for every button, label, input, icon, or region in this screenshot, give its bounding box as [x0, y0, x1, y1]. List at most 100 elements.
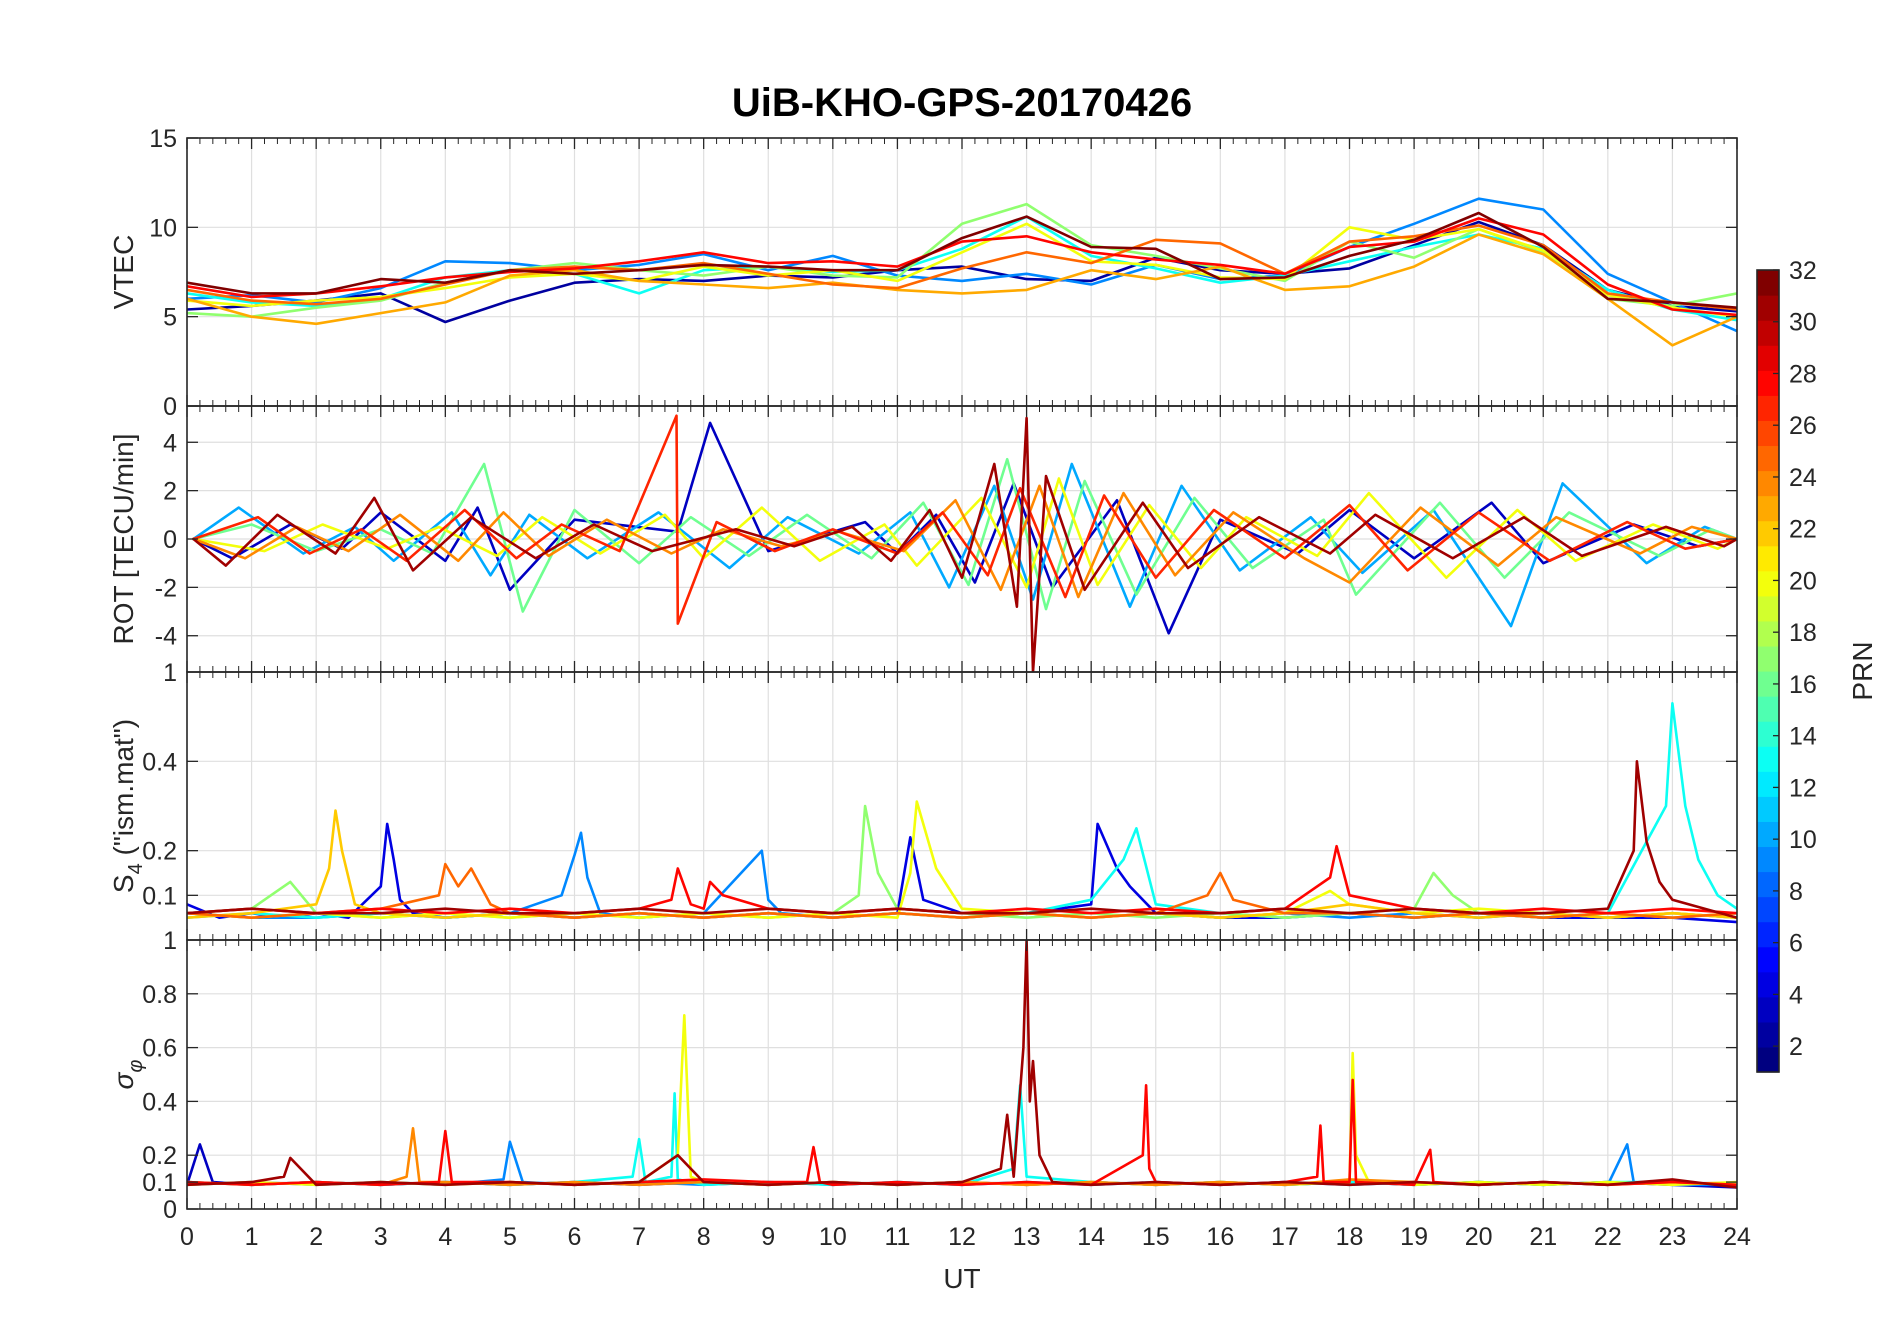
- colorbar-tick-label: 16: [1789, 671, 1817, 699]
- y-axis-label-subscript: φ: [125, 1060, 147, 1073]
- colorbar-segment: [1757, 595, 1779, 622]
- y-tick-label: -2: [155, 574, 177, 602]
- y-tick-label: 0.6: [142, 1035, 177, 1063]
- colorbar-tick-label: 24: [1789, 464, 1817, 492]
- y-tick-label: 0.2: [142, 1142, 177, 1170]
- series-group: [192, 414, 1737, 672]
- colorbar-segment: [1757, 545, 1779, 572]
- colorbar-segment: [1757, 295, 1779, 321]
- colorbar-segment: [1757, 520, 1779, 547]
- x-tick-label: 11: [884, 1223, 910, 1251]
- colorbar-tick-label: 30: [1789, 309, 1817, 337]
- y-tick-label: 0.2: [142, 838, 177, 866]
- series-line-prn-9: [187, 197, 1737, 333]
- x-tick-label: 13: [1013, 1223, 1041, 1251]
- colorbar-tick-label: 6: [1789, 930, 1803, 958]
- colorbar-frame: [1756, 269, 1780, 1073]
- panel-vtec: 0 5 10 15 VTEC: [108, 125, 1738, 421]
- y-tick-label: 0: [163, 393, 177, 421]
- y-tick-label: 0.1: [142, 882, 177, 910]
- x-axis-label: UT: [943, 1263, 980, 1294]
- colorbar-segment: [1757, 645, 1779, 672]
- colorbar-segment: [1757, 971, 1779, 998]
- colorbar-tick-label: 20: [1789, 567, 1817, 595]
- y-axis-label-rest: ("ism.mat"): [108, 719, 139, 863]
- series-group: [187, 701, 1737, 924]
- series-line-prn-20: [192, 477, 1737, 589]
- x-tick-label: 21: [1529, 1223, 1557, 1251]
- y-tick-label: 4: [163, 429, 177, 457]
- colorbar-segment: [1757, 671, 1779, 697]
- y-axis-label-s4: S4 ("ism.mat"): [108, 719, 147, 893]
- y-tick-label: -4: [155, 623, 177, 651]
- colorbar-segment: [1757, 821, 1779, 848]
- colorbar-segment: [1757, 495, 1779, 522]
- x-tick-label: 18: [1336, 1223, 1364, 1251]
- colorbar-segment: [1757, 871, 1779, 898]
- series-line-prn-31: [192, 416, 1737, 672]
- colorbar-segment: [1757, 796, 1779, 822]
- x-tick-label: 1: [245, 1223, 259, 1251]
- colorbar-segment: [1757, 345, 1779, 371]
- y-tick-label: 0.4: [142, 748, 177, 776]
- x-tick-label: 23: [1659, 1223, 1687, 1251]
- colorbar-segment: [1757, 445, 1779, 472]
- series-line-prn-31: [187, 940, 1737, 1189]
- colorbar-segment: [1757, 946, 1779, 973]
- x-tick-label: 2: [309, 1223, 323, 1251]
- colorbar-tick-label: 18: [1789, 619, 1817, 647]
- x-tick-label: 4: [438, 1223, 452, 1251]
- colorbar-segment: [1757, 470, 1779, 497]
- y-tick-label: 10: [149, 214, 177, 242]
- colorbar-tick-label: 8: [1789, 878, 1803, 906]
- colorbar-segment: [1757, 420, 1779, 447]
- x-tick-label: 20: [1465, 1223, 1493, 1251]
- colorbar-segment: [1757, 370, 1779, 396]
- panel-rot: -4 -2 0 2 4 ROT [TECU/min]: [108, 405, 1738, 673]
- x-tick-label: 24: [1723, 1223, 1751, 1251]
- x-tick-label: 6: [568, 1223, 582, 1251]
- series-line-prn-25: [187, 224, 1737, 311]
- colorbar-tick-label: 4: [1789, 981, 1803, 1009]
- colorbar-tick-label: 2: [1789, 1033, 1803, 1061]
- colorbar-tick-label: 22: [1789, 516, 1817, 544]
- colorbar-segment: [1757, 746, 1779, 772]
- chart-title: UiB-KHO-GPS-20170426: [732, 81, 1192, 125]
- x-tick-label: 5: [503, 1223, 517, 1251]
- series-group: [187, 940, 1737, 1189]
- x-tick-label: 19: [1400, 1223, 1428, 1251]
- panel-s4: 0.1 0.2 0.4 1 S4 ("ism.mat"): [108, 659, 1738, 941]
- x-tick-label: 17: [1271, 1223, 1299, 1251]
- x-tick-label: 15: [1142, 1223, 1170, 1251]
- series-line-prn-27: [192, 414, 1737, 625]
- colorbar-segment: [1757, 1046, 1779, 1073]
- x-tick-label: 12: [948, 1223, 976, 1251]
- colorbar-segment: [1757, 270, 1779, 296]
- y-axis-label-main: σ: [108, 1071, 139, 1089]
- colorbar-segment: [1757, 320, 1779, 346]
- colorbar-label: PRN: [1847, 641, 1878, 700]
- y-tick-label-top: 1: [163, 659, 177, 687]
- colorbar-tick-label: 28: [1789, 360, 1817, 388]
- colorbar-segment: [1757, 921, 1779, 948]
- y-axis-label-main: S: [108, 874, 139, 893]
- x-tick-label: 8: [697, 1223, 711, 1251]
- colorbar-tick-label: 32: [1789, 257, 1817, 285]
- x-tick-label: 22: [1594, 1223, 1622, 1251]
- x-tick-label: 14: [1077, 1223, 1105, 1251]
- colorbar-segment: [1757, 721, 1779, 747]
- colorbar-segment: [1757, 620, 1779, 647]
- series-line-prn-23: [187, 233, 1737, 347]
- x-tick-label: 10: [819, 1223, 847, 1251]
- y-axis-label-sigma: σφ: [108, 1060, 147, 1090]
- series-line-prn-2: [187, 220, 1737, 324]
- series-line-prn-32: [187, 211, 1737, 310]
- y-tick-label: 0.1: [142, 1169, 177, 1197]
- x-tick-label: 9: [761, 1223, 775, 1251]
- y-axis-label-subscript: 4: [125, 863, 147, 874]
- colorbar-tick-label: 10: [1789, 826, 1817, 854]
